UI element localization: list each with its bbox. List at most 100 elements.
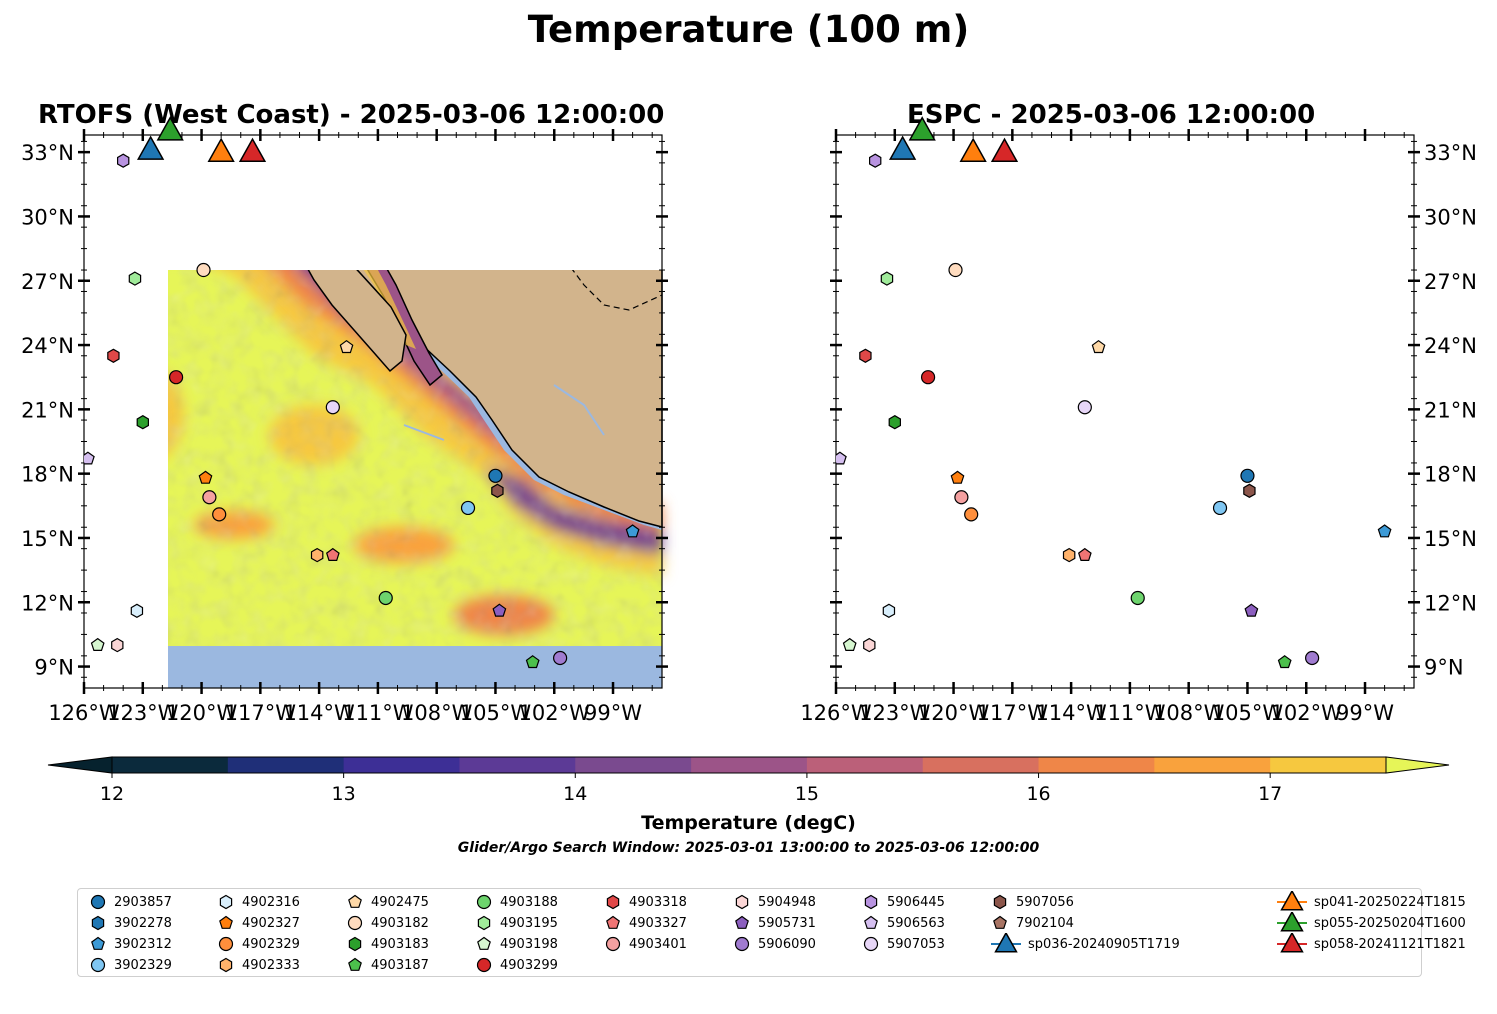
lon-tick-label: 102°W [519,701,591,725]
lon-tick-label: 108°W [401,701,473,725]
legend-label: 5907056 [1016,894,1074,910]
lon-tick-label: 114°W [283,701,355,725]
argo-float-5906563 [84,451,95,465]
legend-marker-icon [1277,933,1307,953]
legend-marker-icon [219,915,233,929]
lon-tick-label: 105°W [1212,701,1284,725]
legend-marker-icon [91,915,105,931]
legend-marker-icon [476,957,492,973]
legend-symbol [477,936,491,950]
argo-float-4902475 [1091,339,1106,354]
argo-float-5907053 [1077,400,1092,415]
argo-float-4903195 [128,271,142,286]
glider-sp058-20241121T1821 [990,137,1019,162]
legend-symbol [218,936,234,952]
legend-marker-icon [606,894,620,910]
espc-panel-title: ESPC - 2025-03-06 12:00:00 [907,100,1316,130]
lat-tick-label: 33°N [1424,141,1477,165]
lon-tick-label: 120°W [166,701,238,725]
legend-marker-icon [219,894,233,910]
legend-label: 3902312 [114,936,172,952]
rtofs-map [168,270,663,688]
legend-item: 4903182 [345,913,429,933]
lat-tick-label: 18°N [1424,463,1477,487]
legend-label: 4903327 [629,915,687,931]
argo-float-7902104 [607,724,619,736]
lat-tick-label: 18°N [21,463,74,487]
argo-float-4903183 [136,415,149,430]
argo-float-4902333 [310,547,324,563]
argo-float-5907056 [491,483,504,498]
legend-label: 4903401 [629,936,687,952]
argo-float-4902327 [950,470,965,484]
legend-marker-icon [348,894,362,908]
lon-tick-label: 102°W [1271,701,1343,725]
lat-tick-label: 9°N [1424,656,1464,680]
legend-marker-icon [993,894,1007,910]
legend-marker-icon [218,936,234,952]
lon-tick-label: 111°W [342,701,414,725]
legend-item: 5905731 [732,913,816,933]
argo-float-4902333 [1062,547,1076,563]
lon-tick-label: 114°W [1035,701,1107,725]
lat-tick-label: 12°N [1424,591,1477,615]
legend-item: sp055-20250204T1600 [1276,912,1466,933]
legend-symbol [864,894,878,910]
legend-item: 3902312 [88,934,172,954]
legend-marker-icon [347,915,363,931]
glider-sp041-20250224T1815 [959,137,987,162]
legend-label: 4903299 [500,957,558,973]
legend-marker-icon [993,915,1007,929]
colorbar-bin [343,757,460,773]
glider-sp055-20250204T1600 [156,116,184,141]
axis-ticks: 33°N 30°N 27°N 24°N 21°N 18°N 15°N 12°N 9°N 126°W… [21,129,1477,725]
argo-float-4902327 [198,470,213,484]
legend-label: 4902333 [242,957,300,973]
legend-label: 5906090 [758,936,816,952]
legend-label: 3902329 [114,957,172,973]
legend-marker-icon [90,894,106,910]
argo-float-4903182 [948,262,963,278]
argo-float-4902329 [964,507,979,522]
argo-float-5906563 [836,451,847,465]
argo-float-5904948 [111,637,124,653]
argo-float-4903299 [168,370,184,385]
argo-float-4903183 [888,415,902,430]
legend-marker-icon [606,915,620,929]
glider-sp036-20240905T1719 [136,135,165,160]
legend-item: 2903857 [88,892,172,912]
argo-float-5904948 [863,637,876,653]
lat-tick-label: 30°N [21,205,74,229]
rtofs-land [307,270,663,530]
legend-item: 4902329 [216,934,300,954]
colorbar-bin [227,757,345,773]
legend-symbol [90,957,106,973]
colorbar-bin [922,757,1040,773]
lon-tick-label: 126°W [800,701,872,725]
argo-float-4902329 [212,507,227,522]
argo-float-3902329 [1212,500,1228,516]
platform-markers [84,116,1392,736]
legend-marker-icon [1277,912,1307,932]
argo-float-4903327 [325,547,340,562]
legend-item: 5906090 [732,934,816,954]
legend-symbol [219,894,233,910]
legend-symbol [1280,891,1304,911]
colorbar-bin [459,757,576,773]
colorbar-tick-label: 16 [1026,783,1050,805]
lon-tick-label: 105°W [460,701,532,725]
argo-float-4903188 [1130,590,1145,606]
legend-label: 5907053 [887,936,945,952]
legend-label: 4902316 [242,894,300,910]
colorbar-extend-low [47,756,113,774]
legend-symbol [605,936,621,952]
legend-label: 7902104 [1016,915,1074,931]
argo-float-5907053 [325,400,340,415]
legend-marker-icon [735,894,749,910]
legend-label: 4903182 [371,915,429,931]
legend-marker-icon [476,894,492,910]
lon-tick-label: 117°W [977,701,1049,725]
lat-tick-label: 9°N [34,656,74,680]
glider-sp055-20250204T1600 [908,116,936,141]
lat-tick-label: 21°N [21,398,74,422]
